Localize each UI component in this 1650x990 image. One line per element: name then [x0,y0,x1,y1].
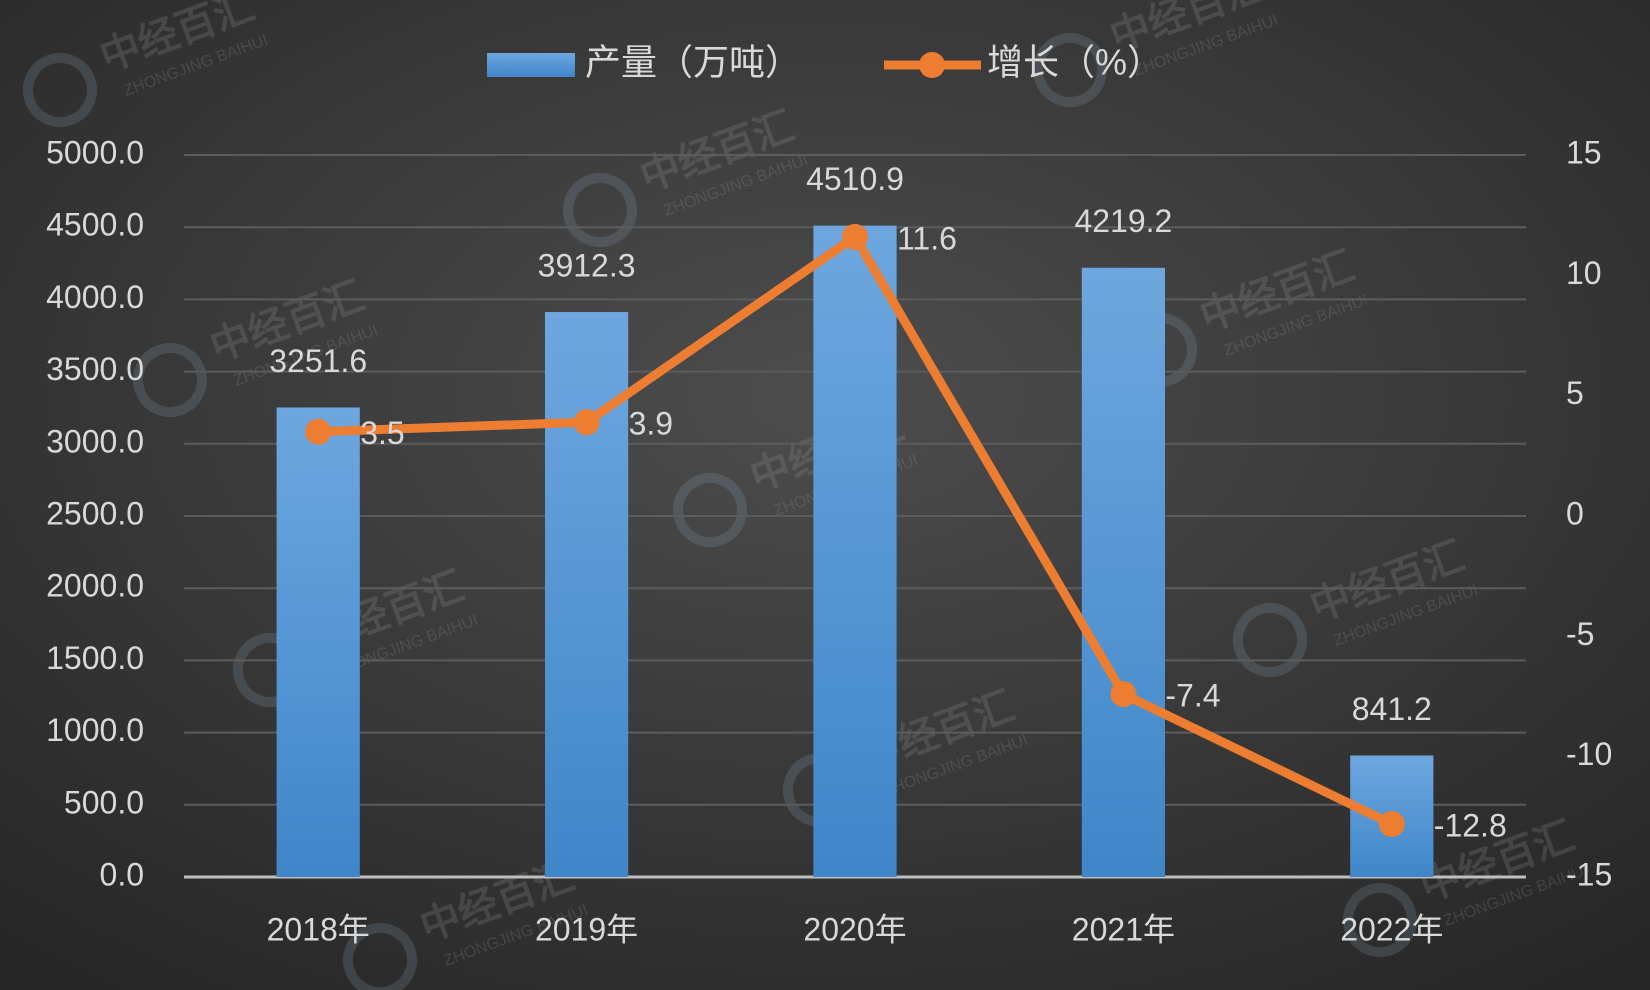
y2-tick-label: 5 [1566,375,1584,411]
line-value-label: -12.8 [1434,808,1507,844]
legend-label: 产量（万吨） [585,42,801,83]
y2-tick-label: -15 [1566,856,1612,892]
y2-tick-label: -10 [1566,736,1612,772]
line-point [1110,681,1137,708]
y-tick-label: 500.0 [64,784,144,820]
y2-tick-label: -5 [1566,616,1594,652]
y2-tick-label: 0 [1566,495,1584,531]
watermark-logo [23,53,97,127]
x-tick-label: 2018年 [267,911,370,947]
y-tick-label: 1500.0 [46,640,144,676]
watermark-logo [1343,883,1417,957]
y-tick-label: 5000.0 [46,134,144,170]
y-tick-label: 4000.0 [46,279,144,315]
line-point [842,223,868,250]
line-point [305,418,332,445]
x-tick-label: 2019年 [535,911,638,947]
x-tick-label: 2020年 [803,911,906,947]
y-tick-label: 3000.0 [46,423,144,459]
watermark-logo [343,923,417,990]
line-value-label: 11.6 [897,220,957,256]
bar-value-label: 4510.9 [806,161,904,197]
y-tick-label: 0.0 [100,856,144,892]
bar-value-label: 3912.3 [538,248,636,284]
line-value-label: 3.9 [629,406,673,442]
line-value-label: -7.4 [1165,678,1220,714]
bar-value-label: 3251.6 [269,343,367,379]
bar-value-label: 841.2 [1352,691,1432,727]
y-tick-label: 4500.0 [46,207,144,243]
y-tick-label: 2500.0 [46,495,144,531]
watermark-logo [673,473,747,547]
bar-value-label: 4219.2 [1074,203,1172,239]
x-tick-label: 2021年 [1072,911,1175,947]
line-point [573,409,600,436]
bar [276,407,360,877]
y2-tick-label: 10 [1566,255,1602,291]
legend-swatch [487,53,575,77]
x-tick-label: 2022年 [1340,911,1443,947]
y-tick-label: 3500.0 [46,351,144,387]
watermark-logo [1233,603,1307,677]
bar [813,225,897,877]
watermark-logo [563,173,637,247]
watermark-logo [1033,33,1107,107]
y2-tick-label: 15 [1566,134,1602,170]
line-value-label: 3.5 [360,415,404,451]
legend-swatch [919,52,945,78]
y-tick-label: 1000.0 [46,712,144,748]
y-tick-label: 2000.0 [46,568,144,604]
legend-label: 增长（%） [987,42,1163,83]
watermark-logo [133,343,207,417]
bar [1081,267,1166,877]
line-point [1378,811,1405,838]
